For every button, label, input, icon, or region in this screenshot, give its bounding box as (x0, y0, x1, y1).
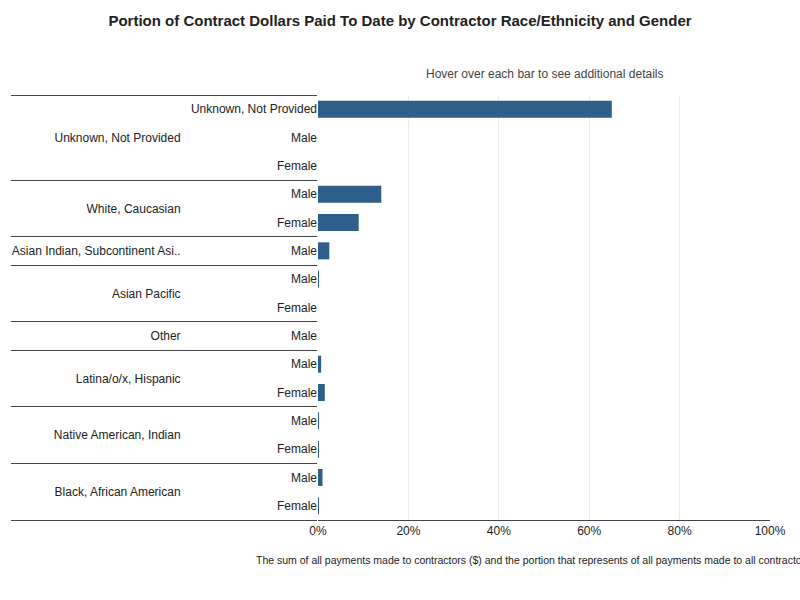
svg-text:Native American, Indian: Native American, Indian (54, 428, 181, 442)
svg-text:Latina/o/x, Hispanic: Latina/o/x, Hispanic (76, 372, 181, 386)
svg-text:Unknown, Not Provided: Unknown, Not Provided (55, 131, 181, 145)
svg-text:40%: 40% (487, 524, 511, 538)
svg-text:Black, African American: Black, African American (55, 485, 181, 499)
svg-text:20%: 20% (396, 524, 420, 538)
svg-text:Female: Female (277, 301, 317, 315)
svg-text:Male: Male (291, 329, 317, 343)
svg-text:Male: Male (291, 272, 317, 286)
svg-text:0%: 0% (309, 524, 327, 538)
svg-text:Female: Female (277, 386, 317, 400)
svg-text:80%: 80% (668, 524, 692, 538)
svg-text:White, Caucasian: White, Caucasian (87, 202, 181, 216)
svg-text:Male: Male (291, 414, 317, 428)
svg-text:Male: Male (291, 471, 317, 485)
svg-text:Female: Female (277, 499, 317, 513)
svg-text:Asian Pacific: Asian Pacific (112, 287, 181, 301)
svg-text:Unknown, Not Provided: Unknown, Not Provided (191, 102, 317, 116)
svg-text:Male: Male (291, 131, 317, 145)
svg-text:Male: Male (291, 187, 317, 201)
svg-text:Male: Male (291, 357, 317, 371)
svg-text:60%: 60% (577, 524, 601, 538)
svg-text:Asian Indian, Subcontinent Asi: Asian Indian, Subcontinent Asi.. (12, 244, 181, 258)
svg-text:Other: Other (151, 329, 181, 343)
svg-text:Hover over each bar to see add: Hover over each bar to see additional de… (426, 67, 663, 81)
svg-text:100%: 100% (755, 524, 786, 538)
svg-text:The sum of all payments made t: The sum of all payments made to contract… (256, 554, 800, 566)
svg-text:Male: Male (291, 244, 317, 258)
svg-text:Female: Female (277, 216, 317, 230)
svg-text:Portion of Contract Dollars Pa: Portion of Contract Dollars Paid To Date… (108, 12, 691, 29)
svg-text:Female: Female (277, 159, 317, 173)
svg-text:Female: Female (277, 442, 317, 456)
